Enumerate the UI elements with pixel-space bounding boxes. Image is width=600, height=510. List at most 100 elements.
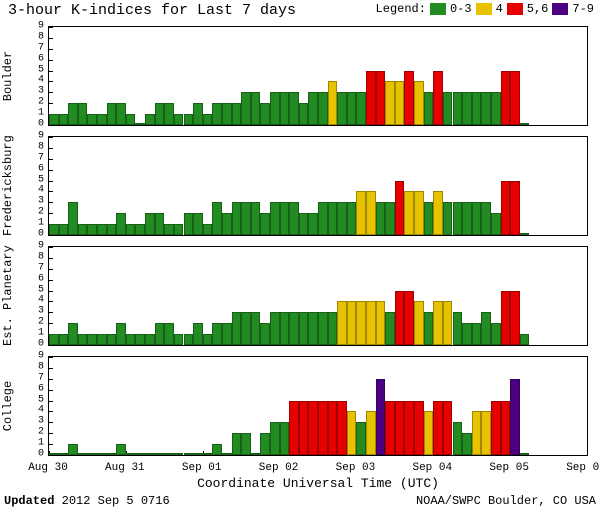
k-bar [424, 92, 434, 125]
x-tick-label: Sep 04 [412, 462, 452, 474]
k-bar [107, 103, 117, 125]
k-bar [453, 312, 463, 345]
k-bar [184, 213, 194, 235]
y-tick-label: 7 [38, 262, 44, 273]
y-tick-label: 8 [38, 361, 44, 372]
k-bar [424, 202, 434, 235]
k-bar [155, 213, 165, 235]
k-bar [453, 92, 463, 125]
x-tick-label: Aug 31 [105, 462, 145, 474]
k-bar [145, 114, 155, 125]
k-bar [116, 323, 126, 345]
legend-swatch-2 [507, 3, 523, 15]
k-bar [356, 191, 366, 235]
k-bar [232, 312, 242, 345]
k-bar [443, 202, 453, 235]
k-bar [501, 401, 511, 455]
k-bar [135, 453, 145, 455]
x-tick-label: Aug 30 [28, 462, 68, 474]
k-bar [87, 334, 97, 345]
k-bar [356, 92, 366, 125]
k-bar [376, 301, 386, 345]
panel-boulder: Boulder 0123456789 [0, 22, 600, 130]
k-bar [212, 103, 222, 125]
k-bar [385, 202, 395, 235]
y-tick-label: 5 [38, 174, 44, 185]
k-bar [270, 92, 280, 125]
k-bar [184, 334, 194, 345]
k-bar [520, 123, 530, 125]
k-bar [299, 312, 309, 345]
y-tick-label: 0 [38, 229, 44, 240]
legend-swatch-1 [476, 3, 492, 15]
y-tick-label: 1 [38, 218, 44, 229]
panel-fredericksburg: Fredericksburg0123456789 [0, 132, 600, 240]
k-bar [222, 103, 232, 125]
k-bar [443, 301, 453, 345]
k-bar [193, 103, 203, 125]
k-bar [501, 181, 511, 235]
k-bar [462, 202, 472, 235]
plot-area [48, 246, 588, 346]
k-bar [251, 202, 261, 235]
k-bar [222, 323, 232, 345]
chart-title: 3-hour K-indices for Last 7 days [8, 2, 296, 19]
panel-ylabel: Boulder [1, 26, 15, 126]
y-tick-label: 0 [38, 339, 44, 350]
k-bar [107, 224, 117, 235]
y-tick-label: 9 [38, 131, 44, 142]
y-ticks: 0123456789 [30, 26, 46, 126]
y-tick-label: 7 [38, 152, 44, 163]
k-bar [414, 191, 424, 235]
k-bar [232, 103, 242, 125]
plot-area [48, 356, 588, 456]
panel-est-planetary: Est. Planetary0123456789 [0, 242, 600, 350]
k-bar [433, 191, 443, 235]
k-bar [68, 202, 78, 235]
y-tick-label: 0 [38, 119, 44, 130]
k-bar [385, 312, 395, 345]
k-bar [366, 71, 376, 125]
k-bar [251, 453, 261, 455]
k-bar [453, 422, 463, 455]
k-bar [116, 444, 126, 455]
k-bar [395, 81, 405, 125]
panel-ylabel: Fredericksburg [1, 136, 15, 236]
k-bar [385, 401, 395, 455]
y-tick-label: 9 [38, 21, 44, 32]
k-bar [135, 334, 145, 345]
k-bar [280, 202, 290, 235]
y-tick-label: 8 [38, 31, 44, 42]
k-bar [126, 334, 136, 345]
k-bar [49, 453, 59, 455]
k-bar [222, 453, 232, 455]
k-bar [174, 224, 184, 235]
k-bar [260, 323, 270, 345]
k-bar [193, 453, 203, 455]
k-bar [308, 312, 318, 345]
y-tick-label: 6 [38, 273, 44, 284]
k-bar [347, 202, 357, 235]
k-bar [260, 103, 270, 125]
k-bar [308, 213, 318, 235]
k-bar [404, 71, 414, 125]
k-bar [491, 92, 501, 125]
k-bar [126, 224, 136, 235]
k-bar [366, 411, 376, 455]
k-bar [462, 92, 472, 125]
legend-swatch-3 [552, 3, 568, 15]
x-tick-label: Sep 02 [259, 462, 299, 474]
y-tick-label: 9 [38, 241, 44, 252]
k-bar [510, 379, 520, 455]
k-bar [107, 334, 117, 345]
k-bar [116, 103, 126, 125]
k-bar [356, 422, 366, 455]
k-bar [462, 433, 472, 455]
k-bar [395, 291, 405, 345]
k-bar [520, 233, 530, 235]
k-bar [203, 114, 213, 125]
y-tick-label: 3 [38, 86, 44, 97]
updated-label: Updated [4, 494, 54, 508]
plot-area [48, 26, 588, 126]
k-bar [289, 202, 299, 235]
